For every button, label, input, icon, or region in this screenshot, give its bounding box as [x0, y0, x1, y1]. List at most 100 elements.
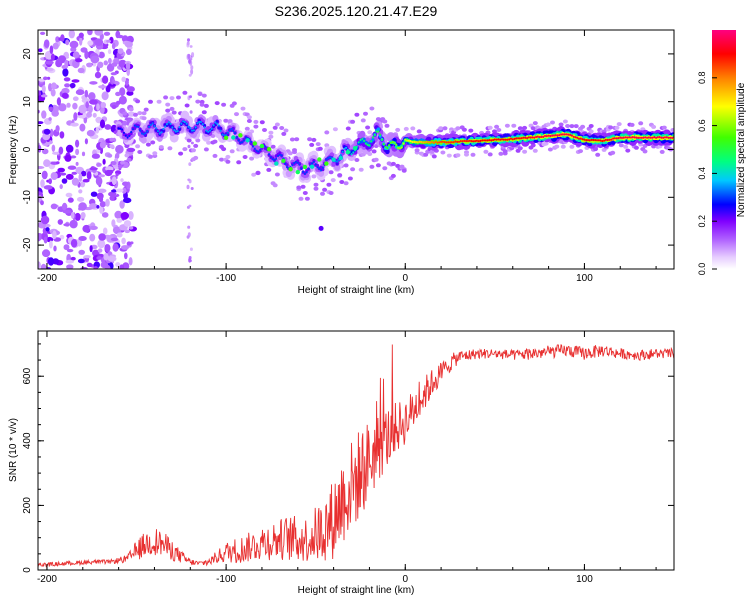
ridge-blob: [467, 140, 469, 143]
noise-blob: [84, 50, 89, 60]
noise-blob: [72, 96, 79, 101]
noise-blob: [78, 32, 84, 39]
ridge-blob: [370, 140, 373, 143]
noise-blob: [40, 200, 44, 206]
ridge-blob: [302, 170, 305, 173]
colorbar-tick-label: 0.4: [697, 167, 707, 180]
ridge-blob: [162, 127, 165, 131]
ridge-blob: [549, 134, 552, 138]
ridge-blob: [362, 137, 366, 142]
colorbar-gradient: [712, 30, 736, 269]
noise-blob: [187, 144, 191, 149]
halo-blob: [320, 191, 325, 196]
noise-blob: [40, 215, 50, 225]
halo-blob: [176, 95, 181, 100]
noise-blob: [95, 176, 103, 186]
noise-blob: [89, 167, 98, 171]
ridge-blob: [527, 136, 530, 139]
halo-blob: [148, 99, 153, 104]
ridge-blob: [450, 141, 453, 144]
ridge-blob: [665, 136, 668, 139]
x-tick-label: -100: [216, 574, 236, 585]
ridge-blob: [440, 140, 443, 143]
halo-blob: [199, 102, 205, 107]
y-tick-label: 200: [22, 497, 33, 514]
noise-blob: [99, 201, 106, 208]
ridge-blob: [345, 150, 351, 155]
ridge-blob: [316, 166, 319, 169]
noise-blob: [116, 218, 123, 223]
halo-blob: [135, 99, 141, 104]
ridge-blob: [588, 139, 591, 142]
noise-blob: [51, 110, 59, 117]
noise-blob: [43, 185, 53, 190]
ridge-blob: [135, 125, 138, 128]
halo-blob: [184, 103, 190, 108]
x-tick-label: 100: [576, 574, 593, 585]
colorbar-ticks: 0.0 0.2 0.4 0.6 0.8: [697, 72, 717, 275]
noise-blob: [40, 263, 47, 269]
ridge-blob: [324, 161, 329, 166]
noise-blob: [56, 161, 60, 165]
noise-blob: [126, 241, 132, 246]
ridge-blob: [142, 133, 145, 136]
noise-blob: [78, 173, 83, 182]
ridge-blob: [398, 147, 401, 150]
ridge-blob: [630, 136, 632, 139]
ridge-blob: [288, 167, 293, 172]
ridge-blob: [483, 139, 486, 142]
halo-blob: [171, 110, 177, 115]
ridge-blob: [411, 140, 414, 144]
halo-blob: [292, 148, 297, 153]
halo-blob: [468, 128, 474, 133]
noise-blob: [59, 184, 63, 190]
noise-blob: [86, 171, 92, 180]
ridge-blob: [312, 160, 315, 163]
ridge-blob: [495, 138, 498, 141]
noise-blob: [79, 36, 83, 46]
ridge-blob: [296, 161, 299, 164]
noise-blob: [104, 124, 112, 130]
halo-blob: [343, 181, 349, 186]
halo-blob: [133, 112, 138, 117]
ridge-blob: [536, 135, 539, 138]
noise-blob: [188, 257, 192, 263]
ridge-blob: [656, 136, 659, 139]
ridge-blob: [137, 125, 140, 128]
ridge-blob: [257, 150, 260, 153]
ridge-blob: [635, 136, 638, 139]
halo-blob: [201, 93, 207, 98]
noise-blob: [49, 240, 53, 249]
ridge-blob: [449, 141, 452, 144]
halo-blob: [610, 150, 616, 155]
ridge-blob: [416, 141, 419, 144]
noise-blob: [124, 79, 129, 86]
ridge-blob: [158, 132, 161, 135]
noise-blob: [100, 102, 107, 108]
noise-blob: [187, 225, 191, 229]
ridge-blob: [560, 133, 563, 136]
noise-blob: [103, 60, 109, 66]
ridge-blob: [567, 133, 570, 136]
halo-blob: [122, 111, 128, 116]
ridge-blob: [214, 121, 217, 124]
ridge-blob: [513, 137, 516, 140]
halo-blob: [221, 147, 227, 152]
halo-blob: [156, 99, 162, 104]
halo-blob: [328, 170, 334, 175]
ridge-blob: [662, 136, 665, 139]
halo-blob: [367, 130, 373, 135]
noise-blob: [89, 245, 93, 253]
noise-blob: [64, 59, 69, 69]
ridge-blob: [245, 138, 250, 143]
ridge-blob: [381, 138, 383, 141]
ridge-blob: [619, 136, 622, 139]
noise-blob: [38, 145, 42, 153]
ridge-blob: [281, 158, 286, 163]
ridge-blob: [274, 161, 279, 166]
ridge-blob: [166, 123, 168, 126]
noise-blob: [121, 237, 126, 245]
ridge-blob: [128, 134, 131, 137]
